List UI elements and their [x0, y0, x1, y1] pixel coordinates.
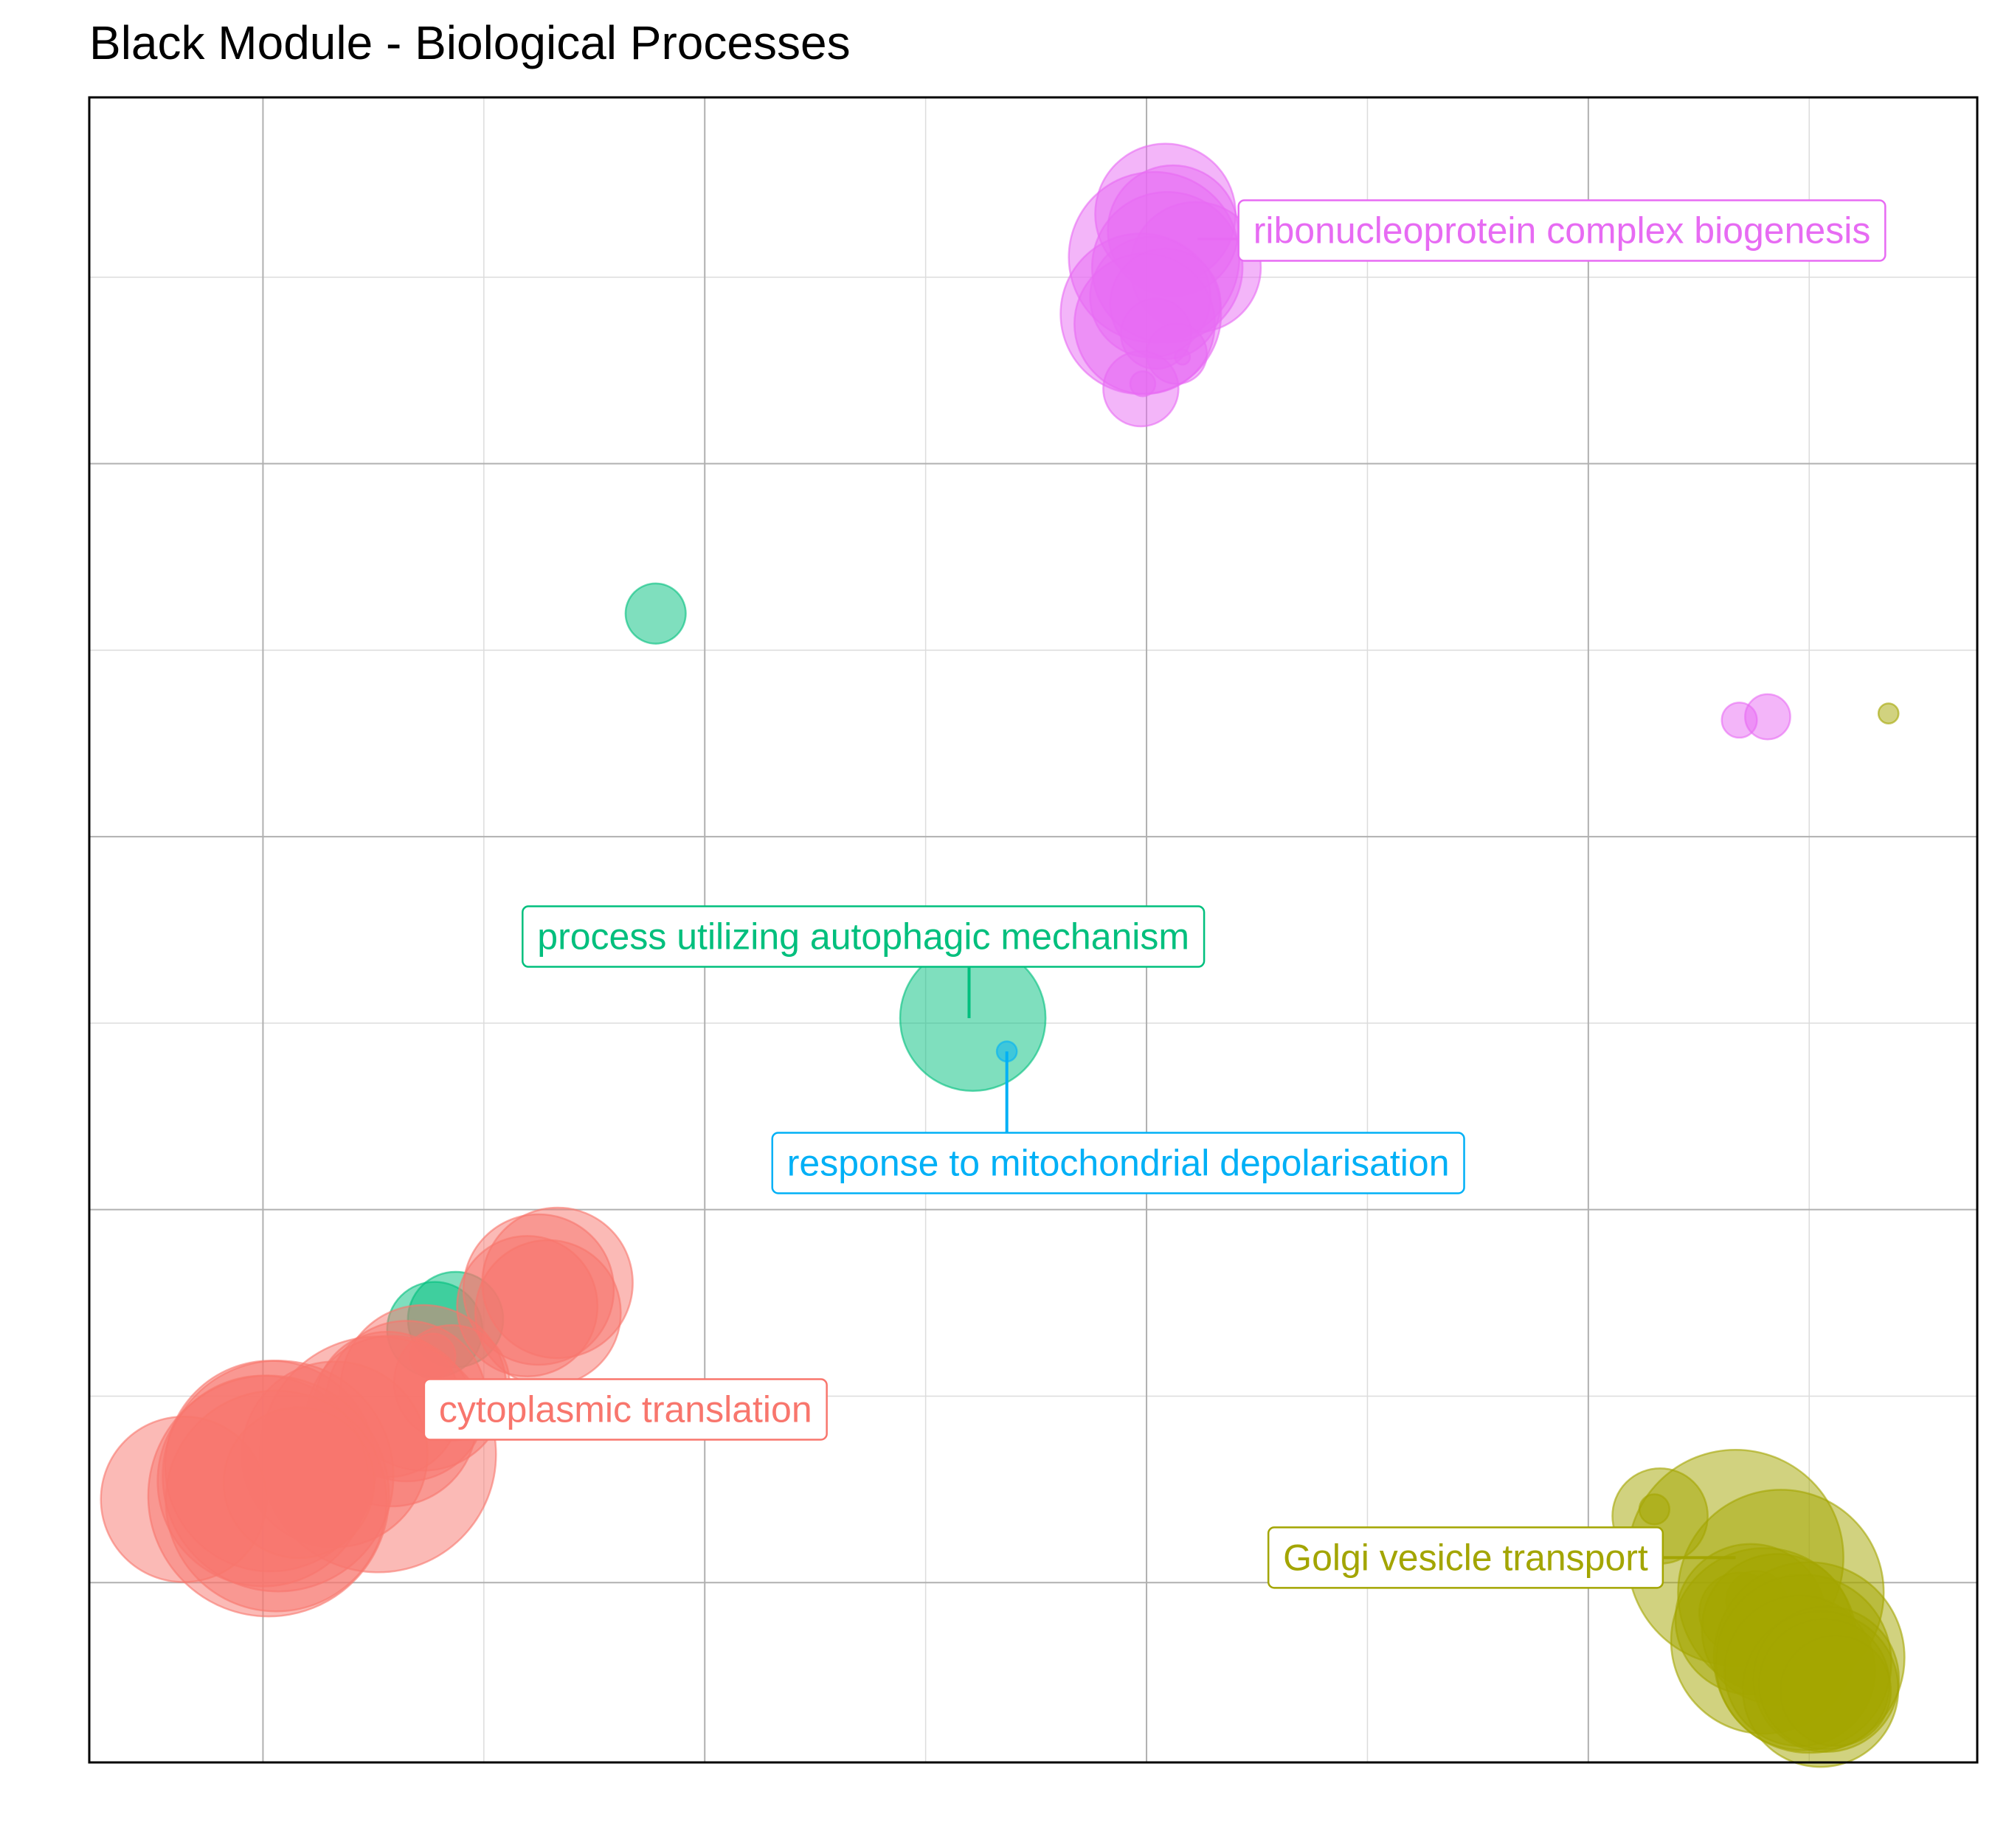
- cluster-label: ribonucleoprotein complex biogenesis: [1197, 199, 1886, 262]
- scatter-point: [222, 1406, 376, 1560]
- scatter-point: [1174, 348, 1192, 366]
- label-text: ribonucleoprotein complex biogenesis: [1253, 210, 1871, 252]
- scatter-point: [1877, 702, 1900, 724]
- label-box: [1267, 1526, 1664, 1589]
- data-points: [100, 142, 1906, 1768]
- cluster-label: process utilizing autophagic mechanism: [522, 905, 1206, 1019]
- cluster-label: Golgi vesicle transport: [1267, 1526, 1736, 1589]
- label-text: process utilizing autophagic mechanism: [537, 916, 1189, 958]
- label-box: [771, 1132, 1465, 1194]
- cluster-labels: ribonucleoprotein complex biogenesis proc…: [423, 199, 1886, 1589]
- scatter-point: [624, 582, 687, 645]
- chart-title: Black Module - Biological Processes: [89, 16, 851, 69]
- scatter-point: [1744, 693, 1791, 741]
- label-text: Golgi vesicle transport: [1283, 1537, 1648, 1578]
- label-box: [522, 905, 1206, 968]
- plot-border: [88, 96, 1979, 1764]
- label-text: response to mitochondrial depolarisation: [787, 1142, 1450, 1183]
- label-text: cytoplasmic translation: [439, 1389, 812, 1430]
- scatter-point: [1780, 1634, 1892, 1747]
- cluster-label: cytoplasmic translation: [423, 1378, 828, 1441]
- label-box: [1237, 199, 1886, 262]
- scatter-point: [1129, 370, 1157, 398]
- label-box: [423, 1378, 828, 1441]
- cluster-label: response to mitochondrial depolarisation: [771, 1051, 1465, 1194]
